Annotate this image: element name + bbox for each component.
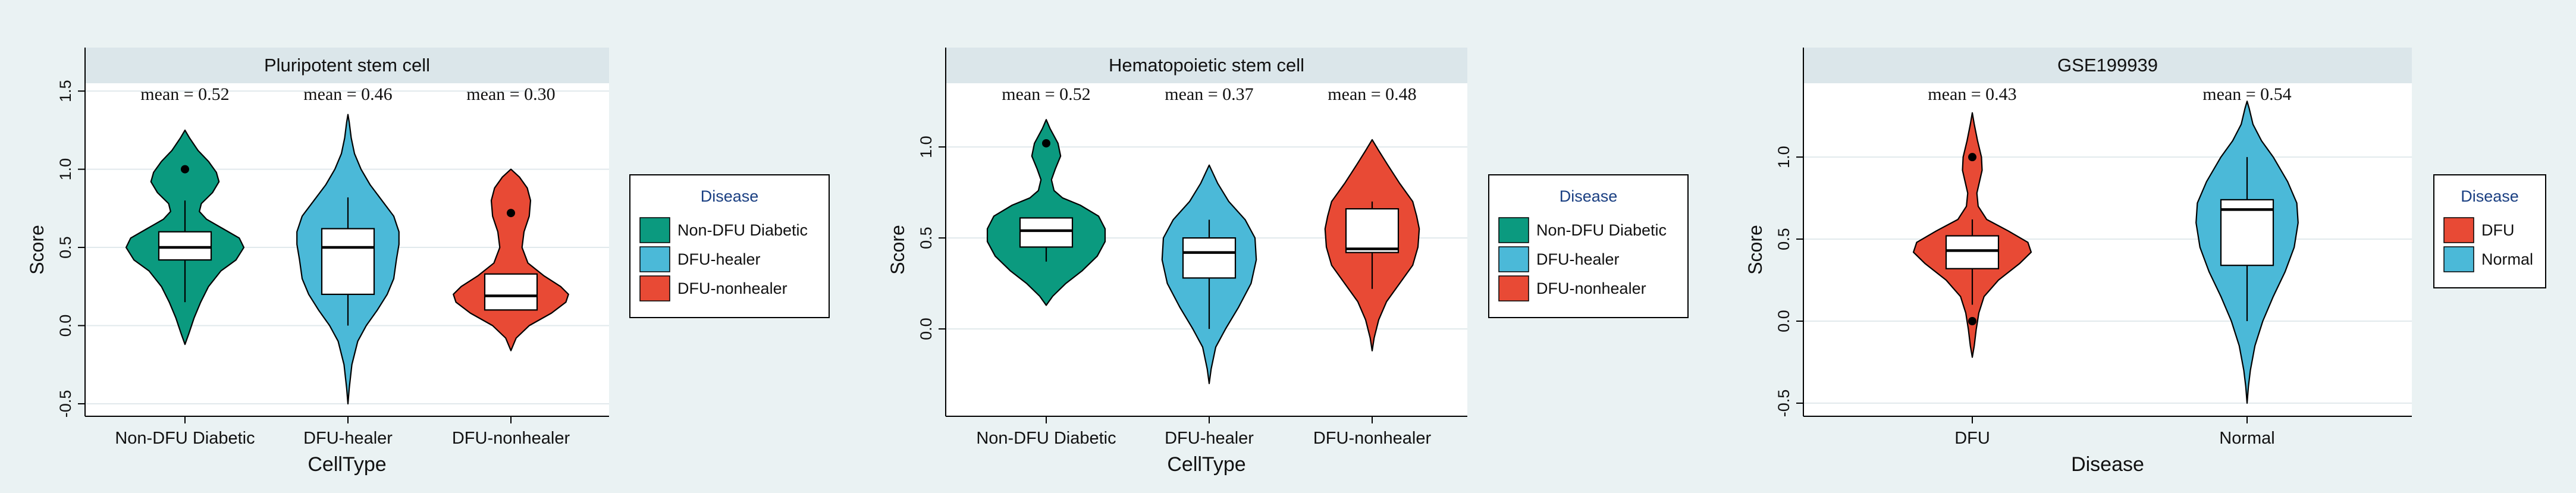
legend: Disease DFU Normal	[2433, 174, 2546, 288]
mean-label: mean = 0.52	[1002, 84, 1090, 104]
box	[321, 228, 375, 296]
y-tick-label: 1.5	[57, 80, 74, 102]
y-tick-label: 0.5	[917, 227, 935, 249]
y-tick-label: 0.5	[57, 236, 74, 259]
outlier-point	[1968, 153, 1976, 162]
plot-background	[1803, 48, 2412, 416]
y-tick-label: -0.5	[1775, 390, 1793, 417]
x-tick-label: Non-DFU Diabetic	[115, 429, 255, 448]
mean-label: mean = 0.52	[140, 84, 229, 104]
legend-swatch	[639, 275, 670, 302]
box	[1019, 217, 1074, 248]
x-tick-label: Normal	[2219, 429, 2274, 448]
mean-label: mean = 0.54	[2202, 84, 2291, 104]
y-tick-label: 0.0	[57, 315, 74, 337]
y-tick-label: 0.0	[1775, 310, 1793, 332]
panel-2: Hematopoietic stem cell mean = 0.52 Non-DF…	[887, 48, 1689, 476]
x-tick-label: DFU-nonhealer	[452, 429, 570, 448]
legend-title: Disease	[1560, 187, 1618, 205]
legend-label: DFU-healer	[677, 250, 761, 268]
mean-label: mean = 0.30	[466, 84, 555, 104]
legend-label: Normal	[2481, 250, 2533, 268]
x-tick-label: DFU	[1954, 429, 1990, 448]
x-axis-title: CellType	[1167, 453, 1245, 476]
mean-label: mean = 0.37	[1165, 84, 1253, 104]
y-tick-label: 1.0	[57, 158, 74, 181]
y-tick-label: 1.0	[1775, 146, 1793, 168]
legend-label: DFU	[2481, 221, 2515, 239]
legend-swatch	[639, 246, 670, 272]
x-tick-label: Non-DFU Diabetic	[976, 429, 1116, 448]
y-axis-title: Score	[26, 225, 48, 275]
legend: Disease Non-DFU Diabetic DFU-healer DFU-non…	[629, 174, 830, 318]
x-axis-title: Disease	[2071, 453, 2144, 476]
legend-swatch	[2443, 246, 2474, 272]
panel-1: Pluripotent stem cell mean = 0.52 Non-DFU …	[26, 48, 830, 476]
panel-title: Pluripotent stem cell	[264, 55, 430, 76]
panel-strip	[1803, 48, 2412, 83]
legend: Disease Non-DFU Diabetic DFU-healer DFU-non…	[1488, 174, 1689, 318]
mean-label: mean = 0.43	[1928, 84, 2016, 104]
outlier-point	[507, 209, 515, 218]
legend-label: DFU-nonhealer	[677, 280, 787, 297]
legend-swatch	[1498, 275, 1529, 302]
outlier-point	[1968, 317, 1976, 325]
y-tick-label: 0.0	[917, 318, 935, 340]
panel-strip	[946, 48, 1467, 83]
legend-label: Non-DFU Diabetic	[677, 221, 808, 239]
legend-title: Disease	[701, 187, 759, 205]
y-tick-label: -0.5	[57, 390, 74, 418]
legend-label: DFU-nonhealer	[1536, 280, 1646, 297]
panel-3: GSE199939 mean = 0.43 DFU mean = 0.54 Normal…	[1744, 48, 2546, 476]
box	[158, 231, 212, 261]
legend-label: Non-DFU Diabetic	[1536, 221, 1667, 239]
x-tick-label: DFU-healer	[1165, 429, 1254, 448]
legend-label: DFU-healer	[1536, 250, 1620, 268]
legend-swatch	[1498, 246, 1529, 272]
y-axis-title: Score	[1744, 225, 1766, 275]
box	[1182, 237, 1237, 279]
box	[1345, 208, 1400, 253]
y-axis-title: Score	[887, 225, 908, 275]
mean-label: mean = 0.48	[1328, 84, 1416, 104]
y-tick-label: 1.0	[917, 136, 935, 158]
y-tick-label: 0.5	[1775, 228, 1793, 250]
panel-strip	[85, 48, 609, 83]
box	[1945, 235, 2000, 269]
x-tick-label: DFU-healer	[303, 429, 393, 448]
legend-swatch	[639, 217, 670, 243]
outlier-point	[181, 165, 189, 174]
mean-label: mean = 0.46	[303, 84, 392, 104]
x-tick-label: DFU-nonhealer	[1313, 429, 1432, 448]
legend-swatch	[2443, 217, 2474, 243]
legend-title: Disease	[2461, 187, 2519, 205]
box	[484, 273, 538, 311]
legend-swatch	[1498, 217, 1529, 243]
violin-dfu-nonhealer	[453, 168, 569, 351]
outlier-point	[1042, 139, 1050, 147]
x-axis-title: CellType	[308, 453, 386, 476]
panel-title: Hematopoietic stem cell	[1109, 55, 1304, 76]
violin-non-dfu-diabetic	[986, 119, 1106, 306]
panel-title: GSE199939	[2057, 55, 2158, 76]
